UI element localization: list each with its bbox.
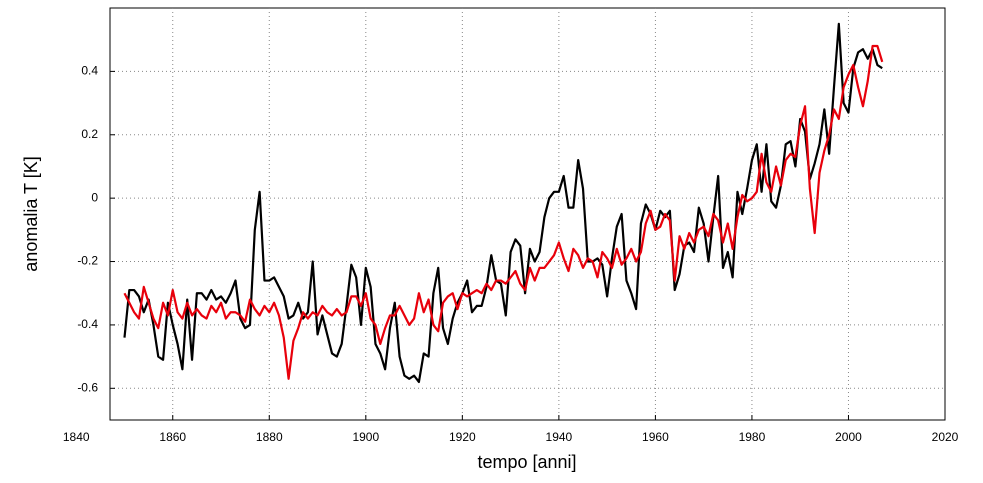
x-tick-label: 1860 xyxy=(159,430,186,444)
y-tick-label: 0.4 xyxy=(81,64,98,78)
y-tick-label: 0 xyxy=(91,190,98,204)
y-tick-label: -0.4 xyxy=(77,317,98,331)
x-tick-label: 1920 xyxy=(449,430,476,444)
data-line xyxy=(123,22,883,384)
x-tick-label: 1840 xyxy=(63,430,90,444)
y-tick-label: 0.2 xyxy=(81,127,98,141)
x-tick-label: 2000 xyxy=(835,430,862,444)
x-tick-label: 1980 xyxy=(739,430,766,444)
x-tick-label: 1960 xyxy=(642,430,669,444)
data-line xyxy=(123,44,884,380)
x-tick-label: 1880 xyxy=(256,430,283,444)
y-axis-label: anomalia T [K] xyxy=(21,156,41,271)
plot-area xyxy=(109,7,946,421)
x-tick-label: 1900 xyxy=(352,430,379,444)
y-tick-label: -0.2 xyxy=(77,254,98,268)
x-tick-label: 2020 xyxy=(932,430,959,444)
y-tick-label: -0.6 xyxy=(77,380,98,394)
x-tick-label: 1940 xyxy=(546,430,573,444)
x-axis-label: tempo [anni] xyxy=(477,452,576,472)
